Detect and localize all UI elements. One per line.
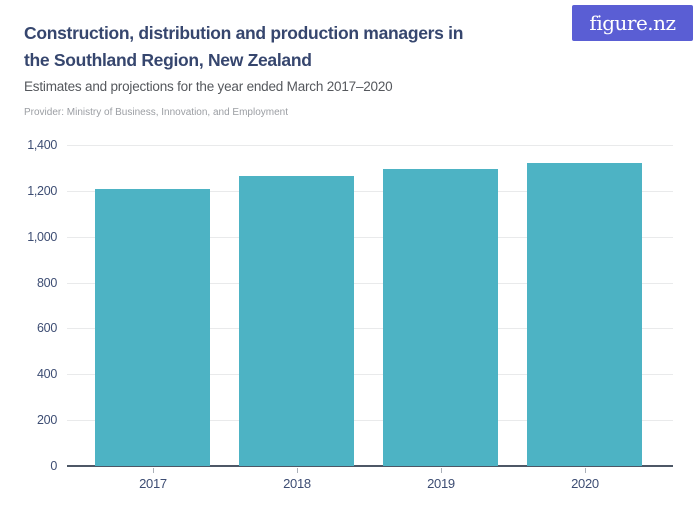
x-axis-tick xyxy=(297,468,298,473)
gridline-400 xyxy=(67,374,673,375)
plot-area: 0 200 400 600 800 1,000 1,200 1,400 2017 2018 2019… xyxy=(27,138,673,491)
bar-2018[interactable] xyxy=(239,176,354,466)
y-axis-tick-label: 0 xyxy=(50,459,57,473)
x-axis-label-2019: 2019 xyxy=(427,476,455,491)
x-axis-label-2020: 2020 xyxy=(571,476,599,491)
gridline-600 xyxy=(67,328,673,329)
gridline-800 xyxy=(67,283,673,284)
provider-attribution: Provider: Ministry of Business, Innovati… xyxy=(24,107,289,118)
y-axis-tick-label: 1,000 xyxy=(27,230,57,244)
y-axis-tick-label: 1,400 xyxy=(27,138,57,152)
y-axis-tick-label: 800 xyxy=(37,276,57,290)
bar-2017[interactable] xyxy=(95,189,210,466)
gridline-1000 xyxy=(67,237,673,238)
y-axis-tick-label: 600 xyxy=(37,321,57,335)
gridline-1200 xyxy=(67,191,673,192)
gridline-200 xyxy=(67,420,673,421)
x-axis-label-2017: 2017 xyxy=(139,476,167,491)
x-axis-label-2018: 2018 xyxy=(283,476,311,491)
x-axis-tick xyxy=(153,468,154,473)
y-axis-tick-label: 400 xyxy=(37,367,57,381)
gridline-1400 xyxy=(67,145,673,146)
chart-subtitle: Estimates and projections for the year e… xyxy=(24,79,393,94)
x-axis-tick xyxy=(441,468,442,473)
x-axis-tick xyxy=(585,468,586,473)
chart-title: Construction, distribution and productio… xyxy=(24,20,463,74)
y-axis-tick-label: 200 xyxy=(37,413,57,427)
x-axis-line xyxy=(67,465,673,467)
y-axis-tick-label: 1,200 xyxy=(27,184,57,198)
bar-2019[interactable] xyxy=(383,169,498,466)
chart-title-line-2: the Southland Region, New Zealand xyxy=(24,50,312,70)
bar-2020[interactable] xyxy=(527,163,642,466)
figure-nz-logo[interactable]: figure.nz xyxy=(572,5,693,41)
chart-title-line-1: Construction, distribution and productio… xyxy=(24,23,464,43)
